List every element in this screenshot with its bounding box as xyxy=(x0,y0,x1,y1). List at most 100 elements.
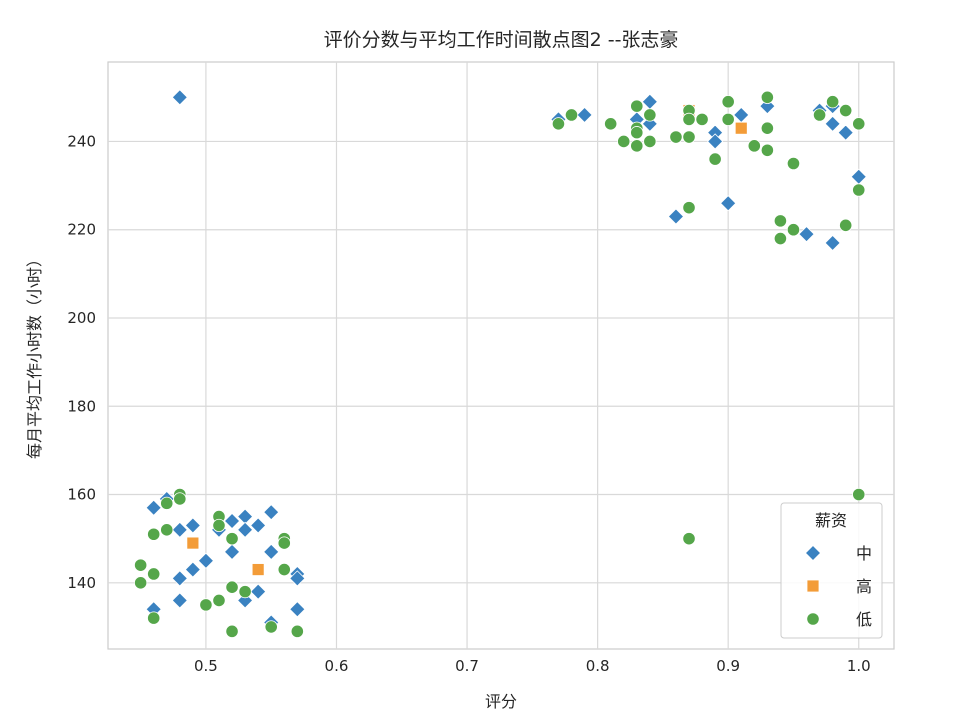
circle-point xyxy=(277,536,291,550)
circle-point xyxy=(682,201,696,215)
square-point xyxy=(734,121,748,135)
x-tick-label: 0.8 xyxy=(586,657,610,675)
diamond-point xyxy=(223,512,241,530)
series-circle xyxy=(134,90,866,638)
legend-square-marker xyxy=(806,579,820,593)
square-point xyxy=(251,563,265,576)
circle-point xyxy=(682,532,696,546)
diamond-point xyxy=(223,543,241,560)
circle-point xyxy=(669,130,683,144)
y-tick-label: 200 xyxy=(67,309,96,327)
diamond-point xyxy=(824,115,841,132)
diamond-point xyxy=(720,195,737,212)
diamond-point xyxy=(171,570,188,587)
circle-point xyxy=(630,139,644,153)
diamond-point xyxy=(289,570,306,587)
circle-point xyxy=(812,108,827,122)
circle-point xyxy=(839,103,853,118)
diamond-point xyxy=(707,133,724,150)
circle-point xyxy=(773,231,788,246)
circle-point xyxy=(643,134,657,149)
diamond-point xyxy=(263,543,280,560)
circle-point xyxy=(682,112,696,126)
circle-point xyxy=(760,121,774,135)
y-tick-label: 220 xyxy=(67,221,96,239)
circle-point xyxy=(160,496,174,510)
circle-point xyxy=(604,117,618,131)
x-tick-label: 1.0 xyxy=(847,657,871,675)
circle-point xyxy=(564,108,579,122)
diamond-point xyxy=(184,517,201,534)
diamond-point xyxy=(289,601,306,618)
circle-point xyxy=(708,152,722,166)
circle-point xyxy=(212,518,226,533)
diamond-point xyxy=(667,208,685,225)
diamond-point xyxy=(184,561,201,578)
y-tick-label: 140 xyxy=(67,574,96,592)
x-tick-label: 0.7 xyxy=(455,657,479,675)
plot-area xyxy=(107,61,895,650)
circle-point xyxy=(682,130,696,144)
circle-point xyxy=(839,218,853,232)
y-tick-label: 180 xyxy=(67,397,96,415)
circle-point xyxy=(147,567,161,581)
circle-point xyxy=(630,126,644,140)
circle-point xyxy=(551,117,566,131)
circle-point xyxy=(630,99,644,113)
diamond-point xyxy=(263,504,280,521)
circle-point xyxy=(617,134,631,149)
circle-point xyxy=(773,214,788,228)
circle-point xyxy=(852,117,866,131)
x-tick-label: 0.9 xyxy=(716,657,740,675)
diamond-point xyxy=(171,521,188,538)
circle-point xyxy=(760,143,774,157)
x-tick-labels: 0.5 0.6 0.7 0.8 0.9 1.0 xyxy=(194,657,871,675)
x-tick-label: 0.6 xyxy=(325,657,349,675)
circle-point xyxy=(160,523,174,537)
series-diamond xyxy=(145,89,867,631)
diamond-point xyxy=(145,499,162,516)
diamond-point xyxy=(250,517,267,534)
circle-point xyxy=(747,139,761,153)
circle-point xyxy=(721,95,735,109)
grid-lines xyxy=(108,62,894,649)
diamond-point xyxy=(824,234,841,252)
legend-diamond-marker xyxy=(804,544,822,562)
circle-point xyxy=(852,487,866,502)
y-axis-title: 每月平均工作小时数（小时） xyxy=(25,251,44,459)
diamond-point xyxy=(250,583,267,600)
circle-point xyxy=(643,108,657,122)
y-tick-labels: 140 160 180 200 220 240 xyxy=(67,132,96,591)
circle-point xyxy=(225,532,239,546)
legend-label: 中 xyxy=(856,544,872,563)
legend-label: 低 xyxy=(856,610,872,629)
diamond-point xyxy=(171,592,188,609)
circle-point xyxy=(760,90,774,104)
circle-point xyxy=(852,183,866,197)
circle-point xyxy=(826,95,840,109)
circle-point xyxy=(225,580,239,594)
circle-point xyxy=(212,593,226,608)
diamond-point xyxy=(171,89,188,106)
circle-point xyxy=(695,112,709,126)
legend-label: 高 xyxy=(856,577,872,596)
circle-point xyxy=(147,527,161,541)
legend-box xyxy=(780,502,883,639)
legend: 薪资 中高低 xyxy=(780,502,883,639)
x-tick-label: 0.5 xyxy=(194,657,218,675)
legend-items: 中高低 xyxy=(804,544,872,629)
circle-point xyxy=(147,611,161,625)
circle-point xyxy=(238,585,252,599)
diamond-point xyxy=(798,226,815,243)
circle-point xyxy=(225,624,239,638)
diamond-point xyxy=(576,106,593,124)
legend-circle-marker xyxy=(806,612,820,626)
circle-point xyxy=(721,112,735,126)
circle-point xyxy=(290,624,304,638)
circle-point xyxy=(786,223,801,237)
diamond-point xyxy=(837,124,854,141)
circle-point xyxy=(786,156,801,171)
chart-title: 评价分数与平均工作时间散点图2 --张志豪 xyxy=(324,29,679,51)
circle-point xyxy=(134,576,148,590)
